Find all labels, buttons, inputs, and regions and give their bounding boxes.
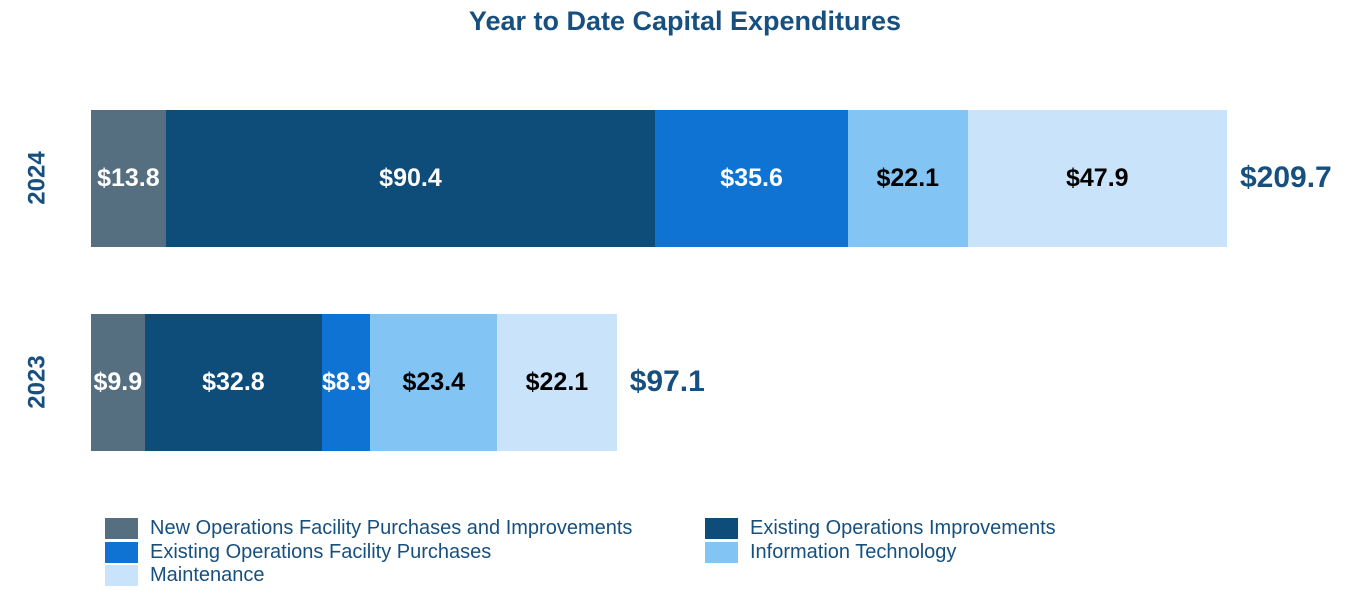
- legend-item: Existing Operations Improvements: [705, 517, 1056, 541]
- bar-segment: $23.4: [370, 314, 498, 451]
- bar-segment: $47.9: [967, 110, 1227, 247]
- bar-segment: $32.8: [144, 314, 323, 451]
- legend-label: Existing Operations Facility Purchases: [150, 540, 492, 563]
- legend-label: Existing Operations Improvements: [750, 517, 1056, 540]
- category-label-box-2024: 2024: [17, 110, 59, 247]
- legend-swatch: [705, 541, 738, 563]
- bar-total-label: $97.1: [629, 365, 705, 399]
- legend-label: Maintenance: [150, 564, 265, 587]
- legend-swatch: [105, 518, 138, 540]
- legend-swatch: [105, 541, 138, 563]
- bar-segment-label: $22.1: [525, 367, 589, 396]
- bar-segment-label: $35.6: [720, 163, 783, 192]
- stacked-bar: $9.9 $32.8 $8.9 $23.4 $22.1: [91, 314, 617, 451]
- legend-item: Maintenance: [105, 564, 632, 588]
- bar-segment: $9.9: [91, 314, 145, 451]
- bar-segment-label: $32.8: [202, 367, 265, 396]
- category-label: 2023: [24, 355, 52, 409]
- legend-column: Existing Operations Improvements Informat…: [705, 517, 1056, 564]
- category-label-box-2023: 2023: [17, 314, 59, 451]
- bar-segment: $35.6: [655, 110, 848, 247]
- bar-segment: $8.9: [321, 314, 371, 451]
- bar-total-label: $209.7: [1239, 161, 1332, 195]
- bar-segment-label: $22.1: [876, 163, 940, 192]
- chart-title: Year to Date Capital Expenditures: [468, 6, 902, 36]
- legend-item: Existing Operations Facility Purchases: [105, 541, 632, 565]
- bar-segment: $22.1: [497, 314, 617, 451]
- bar-segment: $90.4: [165, 110, 656, 247]
- bar-segment: $22.1: [847, 110, 968, 247]
- legend-item: Information Technology: [705, 541, 1056, 565]
- bar-segment-label: $47.9: [1066, 163, 1129, 192]
- bar-segment-label: $13.8: [97, 163, 160, 192]
- bar-segment-label: $23.4: [402, 367, 465, 396]
- bar-segment: $13.8: [91, 110, 166, 247]
- legend-label: Information Technology: [750, 540, 957, 563]
- legend-swatch: [705, 518, 738, 540]
- legend-item: New Operations Facility Purchases and Im…: [105, 517, 632, 541]
- bar-segment-label: $9.9: [93, 367, 143, 396]
- legend-swatch: [105, 565, 138, 587]
- stacked-bar: $13.8 $90.4 $35.6 $22.1 $47.9: [91, 110, 1227, 247]
- legend-label: New Operations Facility Purchases and Im…: [150, 517, 633, 540]
- legend-column: New Operations Facility Purchases and Im…: [105, 517, 632, 588]
- bar-segment-label: $90.4: [379, 163, 442, 192]
- bar-row-2024: $13.8 $90.4 $35.6 $22.1 $47.9 $209.7: [91, 110, 1332, 247]
- bar-segment-label: $8.9: [321, 367, 371, 396]
- category-label: 2024: [24, 151, 52, 205]
- bar-row-2023: $9.9 $32.8 $8.9 $23.4 $22.1 $97.1: [91, 314, 705, 451]
